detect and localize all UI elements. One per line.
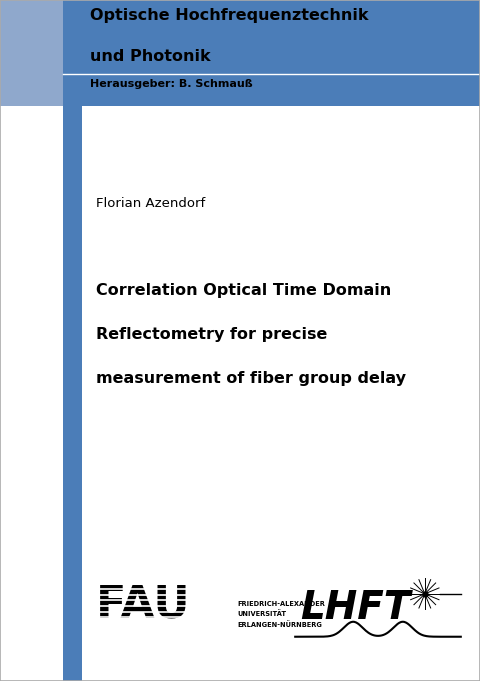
Bar: [63, 0, 480, 106]
Bar: [0, 0, 63, 106]
Text: LHFT: LHFT: [300, 588, 410, 627]
Text: Florian Azendorf: Florian Azendorf: [96, 197, 205, 210]
Text: Reflectometry for precise: Reflectometry for precise: [96, 327, 327, 342]
Text: FRIEDRICH-ALEXANDER
UNIVERSITÄT
ERLANGEN-NÜRNBERG: FRIEDRICH-ALEXANDER UNIVERSITÄT ERLANGEN…: [238, 601, 325, 628]
Bar: [63, 106, 82, 681]
Text: Correlation Optical Time Domain: Correlation Optical Time Domain: [96, 283, 391, 298]
Text: und Photonik: und Photonik: [90, 49, 210, 64]
Text: FAU: FAU: [96, 584, 191, 627]
Text: Herausgeber: B. Schmauß: Herausgeber: B. Schmauß: [90, 80, 252, 89]
Text: measurement of fiber group delay: measurement of fiber group delay: [96, 371, 406, 386]
Text: Optische Hochfrequenztechnik: Optische Hochfrequenztechnik: [90, 8, 368, 23]
